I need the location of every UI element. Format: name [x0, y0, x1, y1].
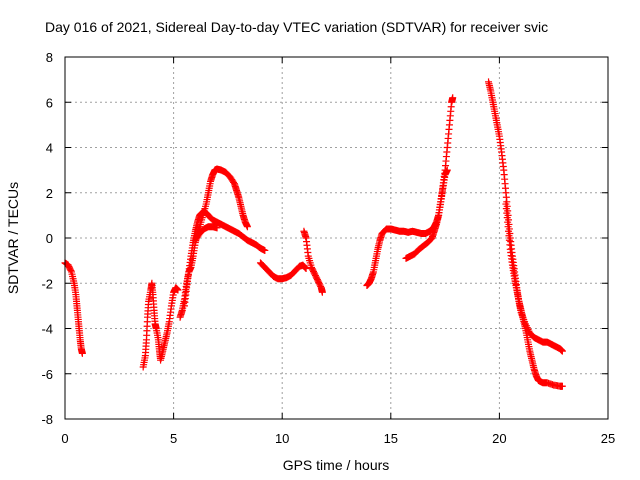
x-tick-label: 5 [170, 431, 177, 446]
series-arc-9 [402, 166, 451, 262]
y-tick-label: 6 [46, 95, 53, 110]
series-arc-11 [502, 200, 566, 390]
series-arc-8 [363, 94, 457, 290]
y-tick-label: 4 [46, 141, 53, 156]
chart-title: Day 016 of 2021, Sidereal Day-to-day VTE… [45, 19, 548, 35]
y-tick-label: -4 [41, 322, 53, 337]
y-tick-label: -2 [41, 276, 53, 291]
x-tick-label: 15 [384, 431, 398, 446]
x-tick-label: 10 [275, 431, 289, 446]
x-tick-label: 0 [61, 431, 68, 446]
series-arc-1 [61, 259, 86, 357]
series-arc-2 [139, 279, 182, 371]
series-arc-10 [485, 78, 566, 355]
series-arc-3 [176, 165, 251, 321]
x-tick-label: 20 [492, 431, 506, 446]
data-point [243, 223, 251, 231]
data-point [174, 286, 182, 294]
series-arc-5 [191, 223, 221, 244]
data-point [67, 267, 75, 275]
y-tick-label: 0 [46, 231, 53, 246]
data-point [558, 347, 566, 355]
data-point [213, 224, 221, 232]
y-tick-label: -6 [41, 367, 53, 382]
data-point [261, 246, 269, 254]
data-points [61, 78, 566, 390]
y-axis-label: SDTVAR / TECUs [5, 182, 21, 294]
y-tick-label: 8 [46, 50, 53, 65]
grid [65, 57, 608, 419]
data-point [301, 264, 309, 272]
x-tick-label: 25 [601, 431, 615, 446]
data-point [449, 94, 457, 102]
data-point [302, 265, 310, 273]
y-tick-label: -8 [41, 412, 53, 427]
data-point [318, 288, 326, 296]
data-point [78, 349, 86, 357]
series-arc-6 [256, 259, 310, 283]
x-axis-label: GPS time / hours [283, 457, 390, 473]
axis-ticks: 0 5 10 15 20 25 -8 -6 -4 -2 0 2 4 6 8 [41, 50, 615, 446]
data-point [301, 263, 309, 271]
data-point [443, 166, 451, 174]
series-arc-7 [300, 227, 326, 296]
data-point [558, 382, 566, 390]
plot-frame [64, 56, 609, 420]
y-tick-label: 2 [46, 186, 53, 201]
